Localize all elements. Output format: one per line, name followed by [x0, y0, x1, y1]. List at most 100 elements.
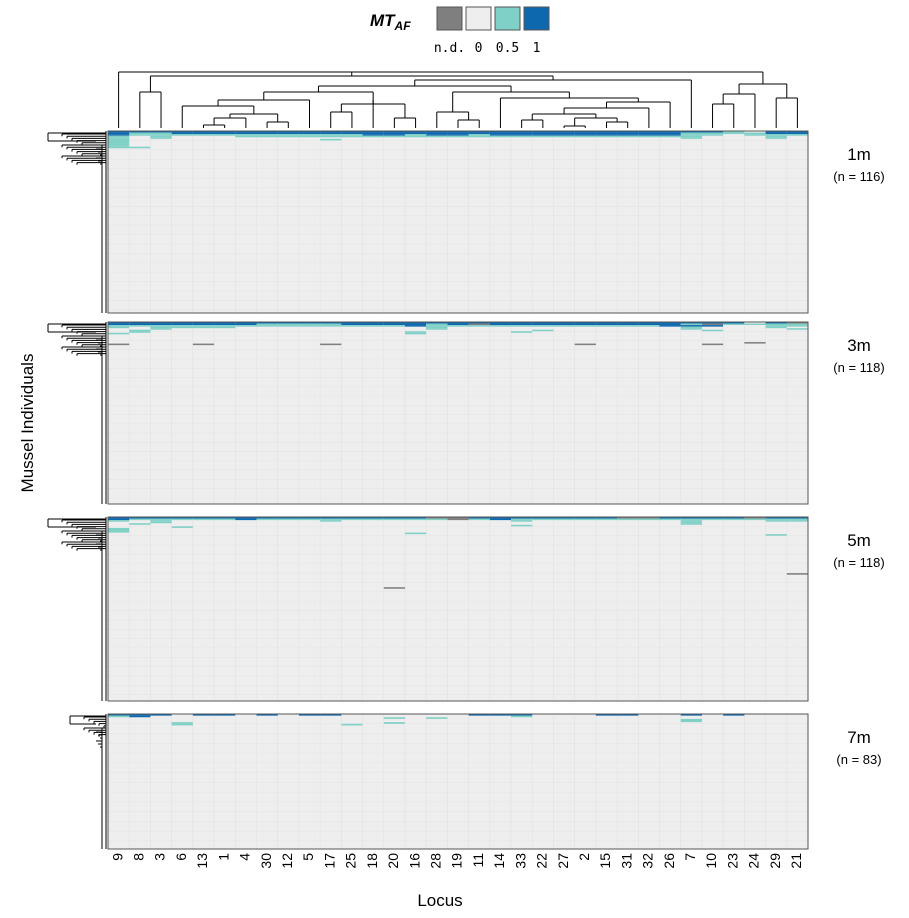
heatmap-cell [532, 134, 554, 136]
heatmap-cell [786, 323, 808, 326]
heatmap-cell [320, 325, 342, 327]
x-tick-label: 23 [724, 853, 740, 869]
heatmap-cell [574, 134, 596, 136]
heatmap-cell [680, 137, 702, 139]
heatmap-cell [298, 135, 321, 138]
heatmap-cell [256, 132, 278, 135]
facet-count: (n = 118) [833, 360, 884, 375]
x-tick-label: 20 [385, 853, 401, 869]
heatmap-panel-1m: 1m (n = 116) [47, 130, 885, 314]
heatmap-cell [786, 328, 808, 330]
heatmap-cell [468, 517, 490, 519]
x-tick-label: 30 [258, 853, 274, 869]
row-dendrogram [69, 714, 107, 849]
x-tick-label: 2 [576, 853, 592, 861]
heatmap-cell [214, 322, 236, 324]
facet-label: 7m [847, 728, 871, 747]
heatmap-cell [383, 323, 405, 326]
heatmap-cell [511, 524, 533, 527]
heatmap-cell [447, 518, 469, 521]
heatmap-cell [680, 714, 702, 716]
heatmap-panel-7m: 7m (n = 83) [69, 713, 882, 850]
heatmap-cell [680, 518, 702, 521]
heatmap-cell [192, 714, 215, 716]
heatmap-cell [320, 138, 342, 141]
heatmap-cell [108, 140, 130, 142]
x-tick-label: 13 [194, 853, 210, 869]
heatmap-cell [723, 323, 745, 326]
heatmap-cell [192, 343, 215, 346]
heatmap-cell [765, 322, 787, 324]
heatmap-cell [108, 323, 130, 326]
heatmap-cell [362, 325, 384, 327]
heatmap-cell [617, 132, 639, 135]
heatmap-cell [192, 323, 215, 326]
heatmap-cell [108, 520, 130, 522]
heatmap-panel-5m: 5m (n = 118) [47, 516, 885, 702]
heatmap-cell [468, 323, 490, 326]
heatmap-cell [744, 132, 766, 135]
heatmap-cell [447, 323, 469, 326]
heatmap-cell [511, 323, 533, 326]
x-tick-label: 33 [512, 853, 528, 869]
heatmap-cell [765, 137, 787, 139]
heatmap-cell [511, 331, 533, 333]
heatmap-cell [341, 723, 363, 726]
heatmap-cell [765, 134, 787, 136]
heatmap-cell [765, 534, 787, 536]
heatmap-cell [489, 322, 512, 324]
heatmap-cell [680, 322, 702, 324]
legend-label: 0.5 [496, 41, 519, 56]
y-axis-label: Mussel Individuals [18, 354, 37, 493]
heatmap-cell [214, 517, 236, 519]
heatmap-cell [277, 132, 299, 135]
heatmap-cell [553, 132, 575, 135]
heatmap-cell [680, 718, 702, 721]
x-tick-label: 29 [767, 853, 783, 869]
x-tick-label: 31 [618, 853, 634, 869]
heatmap-cell [404, 323, 427, 326]
heatmap-cell [489, 323, 512, 326]
heatmap-cell [192, 134, 215, 136]
heatmap-cell [150, 132, 172, 135]
x-tick-label: 9 [109, 853, 125, 861]
heatmap-cell [511, 131, 533, 133]
heatmap-cell [171, 517, 193, 519]
heatmap-cell [150, 135, 172, 138]
x-tick-label: 18 [364, 853, 380, 869]
heatmap-cell [362, 134, 384, 136]
heatmap-cell [786, 134, 808, 136]
heatmap-cell [447, 131, 469, 133]
x-tick-label: 3 [152, 853, 168, 861]
heatmap-cell [171, 326, 193, 329]
heatmap-cell [362, 131, 384, 133]
heatmap-cell [150, 323, 172, 326]
heatmap-cell [765, 325, 787, 327]
heatmap-cell [680, 521, 702, 524]
heatmap-cell [489, 714, 512, 716]
heatmap-cell [680, 720, 702, 723]
heatmap-cell [320, 714, 342, 716]
heatmap-cell [341, 322, 363, 324]
heatmap-cell [108, 132, 130, 135]
heatmap-cell [680, 517, 702, 519]
heatmap-cell [404, 322, 427, 324]
row-dendrogram [47, 517, 107, 701]
heatmap-cell [214, 131, 236, 133]
heatmap-cell [108, 131, 130, 133]
heatmap-cell [511, 518, 533, 521]
heatmap-cell [765, 132, 787, 135]
heatmap-cell [553, 518, 575, 521]
heatmap-cell [574, 135, 596, 138]
heatmap-cell [786, 520, 808, 522]
heatmap-cell [468, 714, 490, 716]
heatmap-cell [129, 329, 151, 332]
heatmap-cell [553, 325, 575, 327]
heatmap-cell [108, 141, 130, 144]
heatmap-cell [214, 325, 236, 327]
panel-border [107, 321, 809, 505]
heatmap-cell [298, 517, 321, 519]
heatmap-cell [489, 135, 512, 138]
heatmap-cell [192, 517, 215, 519]
heatmap-cell [426, 518, 448, 521]
